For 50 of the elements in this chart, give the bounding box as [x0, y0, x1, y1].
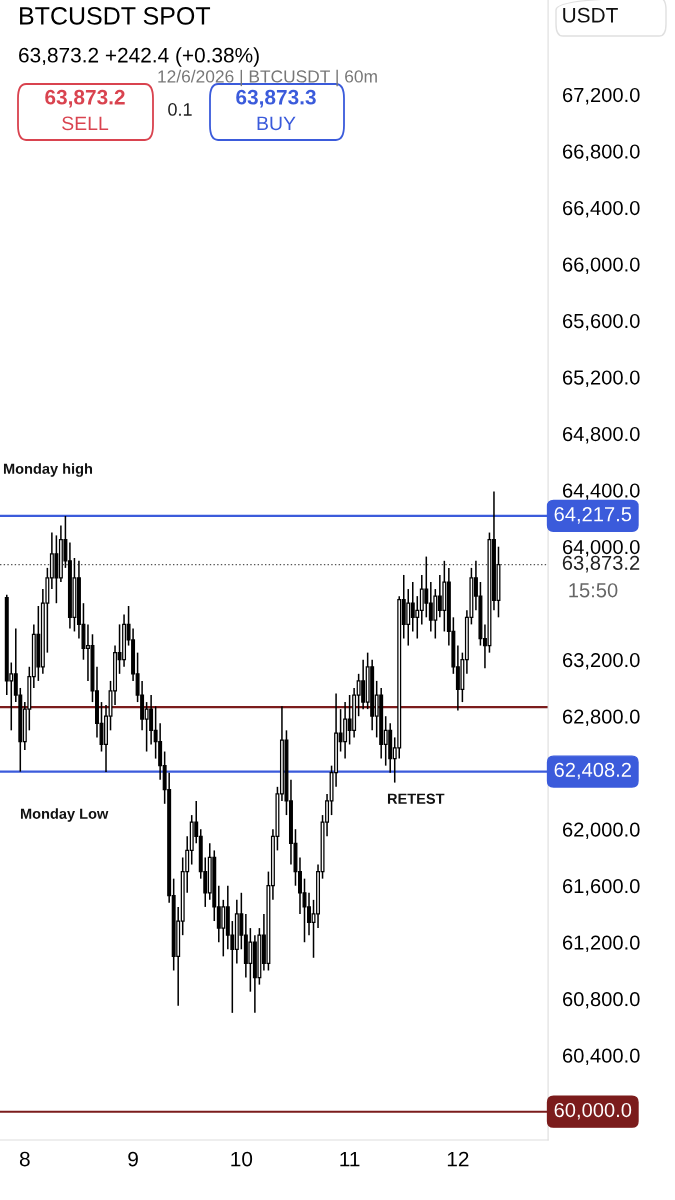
- candlestick: [248, 927, 253, 993]
- x-tick-label: 12: [447, 1151, 469, 1167]
- candlestick: [419, 574, 424, 626]
- candlestick: [437, 574, 442, 619]
- candlestick: [347, 694, 352, 746]
- chart-title: BTCUSDT SPOT: [20, 7, 211, 25]
- x-tick-label: 8: [19, 1151, 30, 1167]
- annotation: 12/6/2026 | BTCUSDT | 60m: [158, 69, 377, 87]
- y-tick-label: 61,600.0: [563, 878, 640, 896]
- ref-line-label: 62,408.2: [554, 762, 631, 780]
- x-tick-label: 11: [340, 1151, 360, 1167]
- y-tick-label: 66,400.0: [563, 200, 640, 218]
- y-tick-label: 67,200.0: [563, 87, 640, 105]
- candlestick: [424, 555, 429, 619]
- annotation: Monday high: [3, 463, 93, 477]
- text: USDT: [563, 7, 618, 23]
- y-tick-label: 65,600.0: [563, 313, 640, 331]
- annotation: 63,873.3: [236, 89, 316, 108]
- candlestick: [149, 694, 154, 746]
- ref-line-label: 63,873.2: [562, 555, 640, 573]
- y-tick-label: 66,800.0: [563, 144, 640, 162]
- annotation: BUY: [257, 116, 296, 131]
- annotation: RETEST: [387, 793, 445, 804]
- x-tick-label: 10: [231, 1151, 253, 1167]
- annotation: 0.1: [168, 103, 192, 116]
- annotation: 63,873.2: [45, 89, 125, 108]
- y-tick-label: 60,400.0: [563, 1048, 640, 1066]
- y-tick-label: 65,200.0: [563, 370, 640, 388]
- annotation: Monday Low: [20, 808, 109, 822]
- y-tick-label: 62,000.0: [563, 822, 640, 840]
- candlestick: [410, 581, 415, 633]
- y-tick-label: 66,000.0: [563, 257, 640, 275]
- ref-line-label: 60,000.0: [554, 1102, 632, 1120]
- y-tick-label: 61,200.0: [563, 935, 640, 953]
- y-tick-label: 64,400.0: [563, 483, 640, 501]
- candlestick: [361, 658, 366, 710]
- annotation: SELL: [62, 116, 109, 131]
- y-tick-label: 60,800.0: [563, 991, 640, 1009]
- x-tick-label: 9: [128, 1151, 138, 1167]
- text: 63,873.2 +242.4 (+0.38%): [19, 47, 259, 67]
- candlestick: [343, 701, 348, 760]
- candlestick: [406, 588, 411, 647]
- ref-line-label: 64,217.5: [554, 507, 632, 524]
- candlestick: [428, 581, 433, 633]
- y-tick-label: 64,800.0: [563, 426, 640, 444]
- candlestick: [221, 899, 226, 958]
- text: 15:50: [569, 583, 618, 598]
- y-tick-label: 64,000.0: [563, 539, 640, 557]
- y-tick-label: 62,800.0: [563, 709, 640, 727]
- y-tick-label: 63,200.0: [563, 652, 640, 670]
